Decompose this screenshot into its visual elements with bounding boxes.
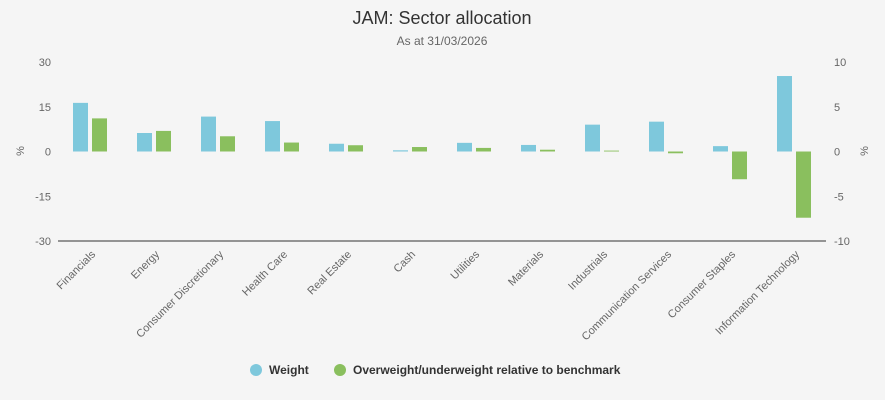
weight-bar[interactable]	[393, 150, 408, 152]
bars-group	[73, 76, 811, 218]
category-label: Cash	[391, 249, 418, 276]
left-tick-label: 0	[45, 147, 51, 159]
category-label: Health Care	[240, 249, 290, 299]
right-tick-label: 0	[834, 147, 840, 159]
weight-bar[interactable]	[649, 121, 664, 152]
relative-bar[interactable]	[348, 145, 363, 152]
relative-bar[interactable]	[668, 151, 683, 154]
legend-item-relative[interactable]: Overweight/underweight relative to bench…	[334, 363, 621, 377]
left-tick-label: 15	[39, 102, 51, 114]
weight-bar[interactable]	[585, 124, 600, 152]
right-y-axis: 10 5 0 -5 -10	[834, 57, 850, 248]
category-label: Industrials	[566, 248, 610, 292]
category-label: Materials	[506, 248, 546, 288]
chart-subtitle: As at 31/03/2026	[397, 34, 488, 48]
legend-marker-relative	[334, 364, 346, 376]
relative-bar[interactable]	[604, 150, 619, 152]
legend-marker-weight	[250, 364, 262, 376]
relative-bar[interactable]	[92, 118, 107, 152]
weight-bar[interactable]	[457, 142, 472, 152]
right-tick-label: -10	[834, 236, 850, 248]
weight-bar[interactable]	[73, 102, 88, 152]
right-tick-label: 5	[834, 102, 840, 114]
relative-bar[interactable]	[540, 149, 555, 152]
category-label: Utilities	[449, 248, 483, 282]
relative-bar[interactable]	[476, 147, 491, 152]
relative-bar[interactable]	[412, 147, 427, 152]
weight-bar[interactable]	[137, 133, 152, 152]
weight-bar[interactable]	[777, 76, 792, 152]
relative-bar[interactable]	[156, 130, 171, 152]
right-axis-title: %	[859, 146, 871, 156]
category-label: Real Estate	[305, 249, 354, 298]
relative-bar[interactable]	[284, 142, 299, 152]
relative-bar[interactable]	[220, 136, 235, 152]
legend: Weight Overweight/underweight relative t…	[250, 363, 621, 377]
right-tick-label: -5	[834, 191, 844, 203]
left-y-axis: 30 15 0 -15 -30	[35, 57, 51, 248]
legend-label-weight: Weight	[269, 363, 309, 377]
left-axis-title: %	[15, 146, 27, 156]
right-tick-label: 10	[834, 57, 846, 69]
relative-bar[interactable]	[796, 151, 811, 218]
chart-title: JAM: Sector allocation	[352, 8, 531, 28]
left-tick-label: -30	[35, 236, 51, 248]
category-label: Consumer Staples	[666, 248, 739, 321]
weight-bar[interactable]	[201, 116, 216, 152]
relative-bar[interactable]	[732, 151, 747, 180]
weight-bar[interactable]	[713, 146, 728, 152]
weight-bar[interactable]	[265, 121, 280, 152]
weight-bar[interactable]	[329, 143, 344, 152]
legend-item-weight[interactable]: Weight	[250, 363, 309, 377]
left-tick-label: 30	[39, 57, 51, 69]
category-label: Energy	[129, 248, 162, 281]
legend-label-relative: Overweight/underweight relative to bench…	[353, 363, 621, 377]
category-label: Financials	[55, 248, 99, 292]
weight-bar[interactable]	[521, 144, 536, 152]
left-tick-label: -15	[35, 191, 51, 203]
